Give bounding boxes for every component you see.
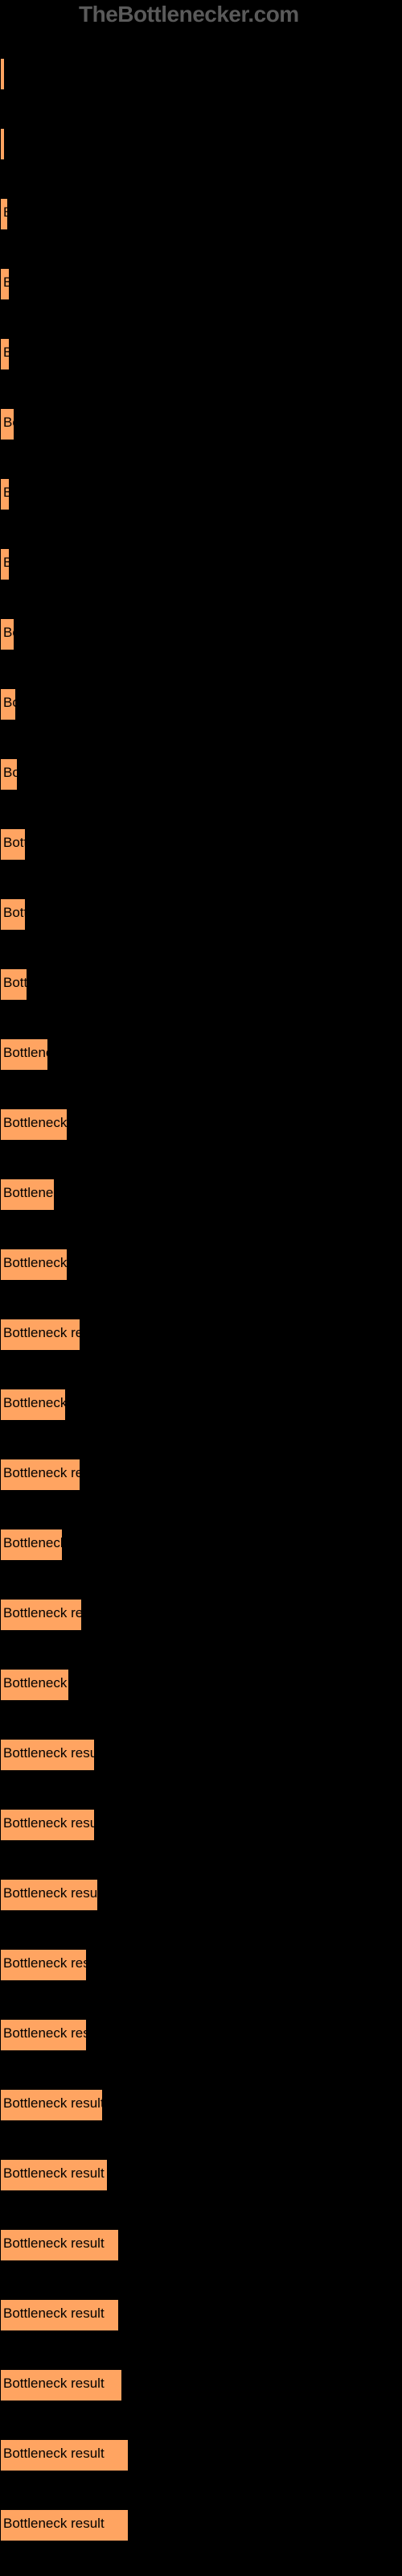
bar-row: Bottleneck result [0, 2483, 402, 2553]
bar-label: Bottleneck result [3, 1675, 105, 1691]
bar-row: Bottleneck result [0, 522, 402, 592]
bar-row: Bottleneck result [0, 2413, 402, 2483]
bar-row: Bottleneck result [0, 592, 402, 663]
bar-label: Bottleneck result [3, 345, 105, 361]
bar-label: Bottleneck result [3, 2376, 105, 2392]
bar-label: Bottleneck result [3, 1885, 105, 1901]
bar-label: Bottleneck result [3, 204, 105, 221]
bar-label: Bottleneck result [3, 1465, 105, 1481]
bar-label: Bottleneck result [3, 2025, 105, 2041]
bar-label: Bottleneck result [3, 835, 105, 851]
bar-row: Bottleneck result [0, 1503, 402, 1573]
bar-row: Bottleneck result [0, 382, 402, 452]
bar-label: Bottleneck result [3, 1325, 105, 1341]
bar-row: Bottleneck result [0, 1293, 402, 1363]
bar-label: Bottleneck result [3, 485, 105, 501]
bar-chart: Bottleneck result Bottleneck result Bottle… [0, 0, 402, 2553]
bar-label: Bottleneck result [3, 1115, 105, 1131]
bar-row: Bottleneck result [0, 1923, 402, 1993]
bar-row: Bottleneck result [0, 803, 402, 873]
bar-row: Bottleneck result [0, 1083, 402, 1153]
bar-row: Bottleneck result [0, 943, 402, 1013]
bar-label: Bottleneck result [3, 2446, 105, 2462]
bar-label: Bottleneck result [3, 1605, 105, 1621]
bar-row: Bottleneck result [0, 2063, 402, 2133]
bar-row: Bottleneck result [0, 452, 402, 522]
bar-row: Bottleneck result [0, 1573, 402, 1643]
bar-row: Bottleneck result [0, 1153, 402, 1223]
bar-label: Bottleneck result [3, 64, 105, 80]
bar-row: Bottleneck result [0, 733, 402, 803]
bar-row: Bottleneck result [0, 1783, 402, 1853]
bar-label: Bottleneck result [3, 2165, 105, 2182]
bar-row: Bottleneck result [0, 2203, 402, 2273]
bar-row: Bottleneck result [0, 663, 402, 733]
bar-row: Bottleneck result [0, 1993, 402, 2063]
bar-row: Bottleneck result [0, 2133, 402, 2203]
bar-label: Bottleneck result [3, 1395, 105, 1411]
bar-label: Bottleneck result [3, 1255, 105, 1271]
bar-label: Bottleneck result [3, 2235, 105, 2252]
bar-label: Bottleneck result [3, 1955, 105, 1971]
bar-label: Bottleneck result [3, 2306, 105, 2322]
bar-label: Bottleneck result [3, 975, 105, 991]
bar-row: Bottleneck result [0, 1713, 402, 1783]
bar-row: Bottleneck result [0, 1643, 402, 1713]
bar-label: Bottleneck result [3, 765, 105, 781]
bar-label: Bottleneck result [3, 1815, 105, 1831]
bar-row: Bottleneck result [0, 1223, 402, 1293]
bar-label: Bottleneck result [3, 1045, 105, 1061]
bar-label: Bottleneck result [3, 2516, 105, 2532]
bar-label: Bottleneck result [3, 1745, 105, 1761]
bar-row: Bottleneck result [0, 873, 402, 943]
bar-label: Bottleneck result [3, 1535, 105, 1551]
bar-label: Bottleneck result [3, 415, 105, 431]
bar-row: Bottleneck result [0, 1363, 402, 1433]
bar-row: Bottleneck result [0, 1433, 402, 1503]
bar-row: Bottleneck result [0, 172, 402, 242]
bar-row: Bottleneck result [0, 32, 402, 102]
bar-row: Bottleneck result [0, 2343, 402, 2413]
bar-row: Bottleneck result [0, 1013, 402, 1083]
bar-row: Bottleneck result [0, 312, 402, 382]
bar-label: Bottleneck result [3, 555, 105, 571]
bar-row: Bottleneck result [0, 242, 402, 312]
bar-row: Bottleneck result [0, 102, 402, 172]
bar-label: Bottleneck result [3, 625, 105, 641]
bar-label: Bottleneck result [3, 134, 105, 151]
bar-label: Bottleneck result [3, 275, 105, 291]
bar-label: Bottleneck result [3, 695, 105, 711]
bar-label: Bottleneck result [3, 2095, 105, 2112]
bar-row: Bottleneck result [0, 1853, 402, 1923]
bar-label: Bottleneck result [3, 1185, 105, 1201]
bar-label: Bottleneck result [3, 905, 105, 921]
bar-row: Bottleneck result [0, 2273, 402, 2343]
